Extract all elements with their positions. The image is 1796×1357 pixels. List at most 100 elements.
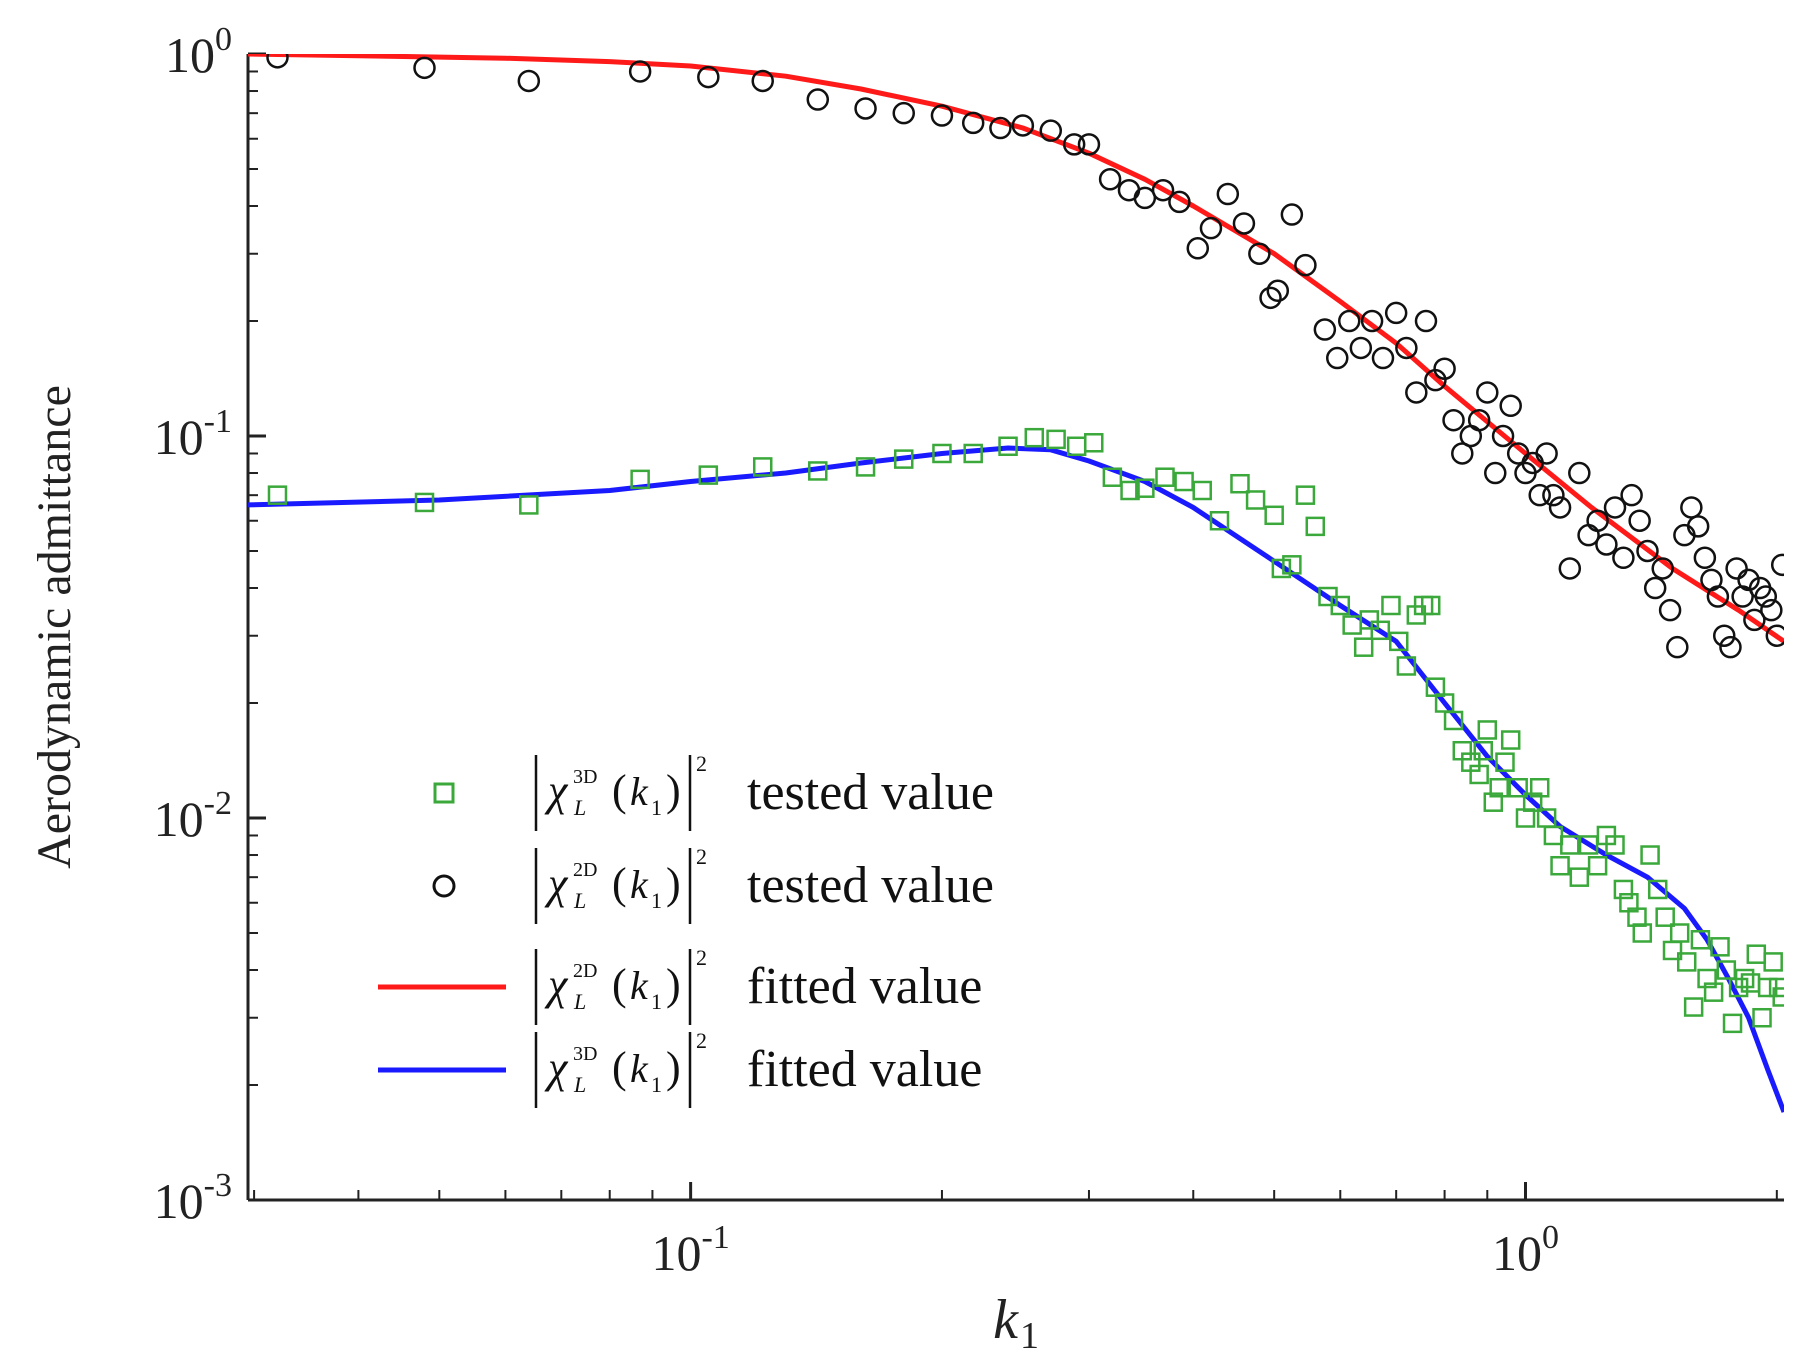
y-axis-title: Aerodynamic admittance	[28, 385, 81, 869]
point-circle	[1371, 346, 1395, 370]
y-tick-label: 10-2	[154, 785, 232, 847]
point-circle	[1528, 483, 1551, 507]
point-circle	[1294, 253, 1317, 277]
point-square	[1370, 620, 1391, 641]
point-circle	[1442, 408, 1465, 432]
legend-paren-open: (	[612, 766, 627, 815]
legend-item: χ 3D L (k 1) 2 fitted value	[378, 1028, 982, 1108]
legend-paren-close: )	[666, 766, 681, 815]
legend-chi: χ	[544, 859, 569, 908]
point-square	[1066, 436, 1087, 457]
point-circle	[1680, 496, 1703, 519]
point-circle	[1266, 279, 1290, 303]
point-square	[1192, 480, 1212, 501]
y-tick-label: 10-3	[154, 1167, 232, 1229]
point-square	[1330, 595, 1351, 616]
legend-chi: χ	[544, 960, 569, 1009]
point-circle	[1693, 546, 1717, 570]
point-circle	[1643, 576, 1667, 600]
point-square	[1669, 923, 1690, 943]
point-square	[1295, 485, 1316, 505]
point-square	[1716, 960, 1737, 980]
point-square	[1655, 907, 1675, 927]
legend-item: χ 2D L (k 1) 2 tested value	[432, 844, 994, 924]
x-axis-title-subscript: 1	[1020, 1315, 1039, 1357]
point-circle	[1062, 133, 1086, 156]
point-circle	[1725, 557, 1748, 580]
point-circle	[266, 54, 289, 69]
series-line-3	[248, 445, 1784, 1113]
legend-label: fitted value	[747, 958, 982, 1015]
point-square	[1230, 473, 1250, 494]
point-square	[893, 449, 914, 469]
legend-chi: χ	[544, 1043, 569, 1092]
point-circle	[751, 69, 774, 93]
point-circle	[1535, 442, 1558, 465]
legend-subscript: L	[573, 795, 586, 820]
point-circle	[1280, 203, 1304, 226]
point-square	[855, 457, 876, 477]
point-square	[1569, 867, 1590, 887]
point-square	[1722, 1013, 1743, 1034]
legend-superscript: 2D	[573, 859, 597, 881]
point-circle	[1039, 119, 1063, 142]
point-circle	[989, 116, 1012, 140]
legend-arg-subscript: 1	[651, 888, 662, 913]
point-circle	[930, 104, 954, 127]
point-square	[1483, 792, 1504, 812]
point-square	[519, 495, 539, 515]
y-tick-label: 100	[165, 21, 232, 83]
legend-arg-subscript: 1	[651, 1072, 662, 1097]
x-axis-title: k	[993, 1289, 1019, 1351]
point-circle	[1499, 394, 1522, 418]
point-square	[267, 485, 288, 505]
point-square	[1305, 516, 1326, 537]
legend-arg: k	[630, 862, 649, 907]
point-circle	[1313, 318, 1337, 341]
point-circle	[1770, 553, 1784, 577]
point-square	[1024, 427, 1045, 448]
point-circle	[1151, 178, 1175, 202]
point-square	[1477, 720, 1498, 740]
point-square	[1560, 835, 1580, 855]
point-circle	[1658, 598, 1682, 622]
point-circle	[1326, 346, 1349, 370]
point-square	[1690, 930, 1711, 950]
legend-power: 2	[696, 844, 707, 869]
point-square	[1543, 825, 1564, 846]
point-circle	[1484, 461, 1507, 485]
point-circle	[413, 56, 436, 80]
point-circle	[1199, 216, 1223, 240]
series-line-2	[248, 54, 1784, 644]
point-square	[1529, 778, 1550, 798]
point-square	[1046, 429, 1066, 450]
point-square	[1703, 982, 1724, 1002]
point-circle	[1216, 182, 1240, 206]
y-tick-label: 10-1	[154, 403, 232, 465]
point-square	[1282, 555, 1302, 575]
point-square	[1473, 740, 1493, 761]
legend-item: χ 2D L (k 1) 2 fitted value	[378, 945, 982, 1025]
point-square	[1740, 973, 1761, 993]
point-circle	[1686, 515, 1710, 538]
legend-arg: k	[630, 1046, 649, 1091]
legend-chi: χ	[544, 766, 569, 815]
point-square	[1245, 490, 1266, 510]
legend-subscript: L	[573, 989, 586, 1014]
point-circle	[1603, 496, 1627, 519]
point-circle	[1586, 509, 1609, 532]
legend-arg-subscript: 1	[651, 795, 662, 820]
point-circle	[1349, 336, 1373, 360]
point-square	[1120, 480, 1140, 501]
legend-paren-close: )	[666, 859, 681, 908]
point-square	[1746, 944, 1767, 964]
point-circle	[1542, 483, 1565, 507]
point-square	[1155, 467, 1175, 487]
point-square	[1683, 997, 1704, 1017]
point-square	[1763, 952, 1783, 972]
legend-arg: k	[630, 963, 649, 1008]
point-square	[1508, 778, 1528, 798]
legend-paren-open: (	[612, 1043, 627, 1092]
point-circle	[1232, 212, 1256, 235]
